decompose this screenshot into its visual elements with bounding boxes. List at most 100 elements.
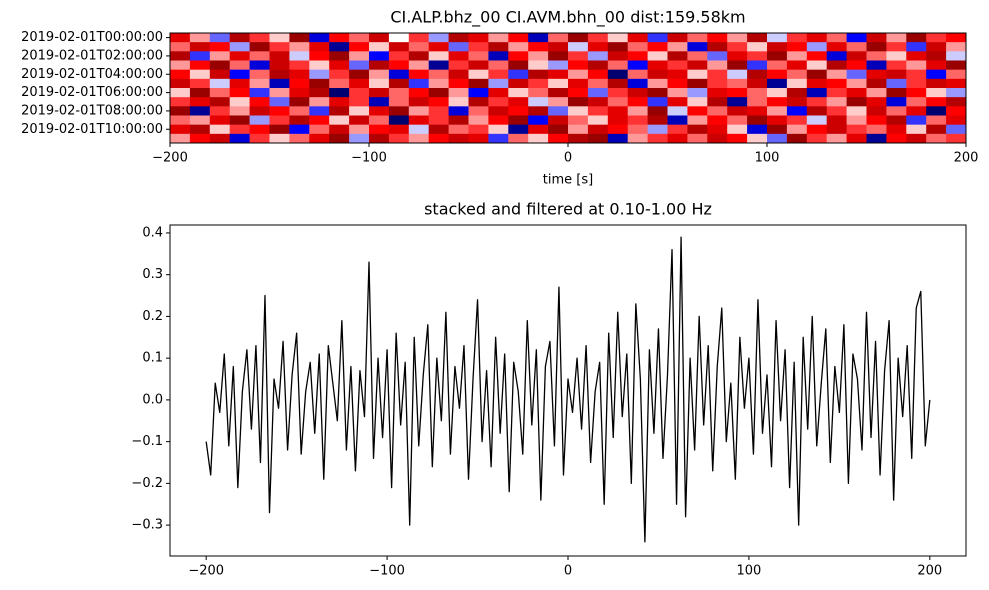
heat-cell — [926, 78, 947, 89]
heat-cell — [866, 88, 887, 98]
heat-cell — [846, 133, 867, 144]
chart-title: stacked and filtered at 0.10-1.00 Hz — [424, 200, 712, 219]
heat-cell — [468, 124, 489, 135]
heat-cell — [946, 60, 967, 71]
heat-cell — [349, 115, 370, 126]
y-tick-label: 2019-02-01T00:00:00 — [21, 30, 163, 45]
heat-cell — [408, 88, 430, 98]
heat-cell — [289, 69, 310, 80]
heat-cell — [209, 78, 231, 89]
heat-cell — [707, 115, 728, 126]
heat-cell — [826, 97, 847, 107]
heat-cell — [528, 33, 549, 43]
heat-cell — [707, 124, 728, 135]
y-tick-label: 0.0 — [142, 392, 163, 407]
heat-cell — [786, 69, 808, 80]
heat-cell — [428, 124, 449, 135]
heat-cell — [707, 88, 728, 98]
heat-cell — [687, 124, 708, 135]
heat-cell — [309, 33, 330, 43]
heat-cell — [369, 78, 390, 89]
heat-cell — [229, 133, 250, 144]
heat-cell — [289, 115, 310, 126]
heat-cell — [428, 106, 449, 116]
heat-cell — [269, 97, 290, 107]
heat-cell — [707, 60, 728, 71]
heat-cell — [826, 88, 847, 98]
heat-cell — [806, 115, 828, 126]
heat-cell — [369, 106, 390, 116]
heat-cell — [767, 51, 788, 61]
heat-cell — [647, 69, 668, 80]
heat-cell — [189, 88, 211, 98]
heat-cell — [747, 60, 768, 71]
heat-cell — [906, 115, 927, 126]
heat-cell — [946, 42, 967, 52]
heat-cell — [786, 133, 808, 144]
heat-cell — [747, 124, 768, 135]
heat-cell — [886, 106, 907, 116]
heat-cell — [508, 51, 529, 61]
heat-cell — [388, 115, 410, 126]
heat-cell — [269, 60, 290, 71]
heat-cell — [309, 78, 330, 89]
heat-cell — [667, 51, 688, 61]
heat-cell — [289, 133, 310, 144]
heat-cell — [170, 69, 191, 80]
heat-cell — [707, 78, 728, 89]
heat-cell — [289, 97, 310, 107]
heat-cell — [707, 51, 728, 61]
y-tick-label: 2019-02-01T08:00:00 — [21, 103, 163, 118]
heat-cell — [786, 78, 808, 89]
heat-cell — [667, 106, 688, 116]
heat-cell — [866, 78, 887, 89]
heat-cell — [329, 133, 350, 144]
heat-cell — [329, 106, 350, 116]
heat-cell — [587, 106, 609, 116]
heat-cell — [309, 124, 330, 135]
heat-cell — [806, 124, 828, 135]
heat-cell — [289, 78, 310, 89]
heat-cell — [627, 60, 648, 71]
heat-cell — [568, 78, 589, 89]
heat-cell — [747, 115, 768, 126]
heat-cell — [587, 51, 609, 61]
heat-cell — [946, 133, 967, 144]
heat-cell — [568, 42, 589, 52]
heat-cell — [568, 97, 589, 107]
heat-cell — [289, 106, 310, 116]
heat-cell — [170, 133, 191, 144]
heat-cell — [767, 133, 788, 144]
heat-cell — [667, 42, 688, 52]
line-series — [205, 236, 931, 543]
heat-cell — [269, 88, 290, 98]
heat-cell — [687, 88, 708, 98]
heat-cell — [587, 88, 609, 98]
heat-cell — [946, 78, 967, 89]
heat-cell — [747, 69, 768, 80]
heat-cell — [627, 106, 648, 116]
heat-cell — [448, 106, 469, 116]
heat-cell — [627, 42, 648, 52]
heat-cell — [926, 97, 947, 107]
heat-cell — [687, 51, 708, 61]
heat-cell — [727, 88, 748, 98]
y-tick-label: −0.3 — [131, 518, 163, 533]
heat-cell — [826, 78, 847, 89]
heat-cell — [747, 33, 768, 43]
heat-cell — [647, 78, 668, 89]
heat-cell — [667, 97, 688, 107]
heat-cell — [209, 69, 231, 80]
heat-cell — [329, 124, 350, 135]
heat-cell — [806, 78, 828, 89]
heat-cell — [448, 42, 469, 52]
heat-cell — [667, 124, 688, 135]
heat-cell — [786, 33, 808, 43]
heat-cell — [448, 33, 469, 43]
heat-cell — [806, 97, 828, 107]
heat-cell — [408, 33, 430, 43]
heat-cell — [428, 78, 449, 89]
heat-cell — [866, 42, 887, 52]
heat-cell — [886, 69, 907, 80]
heat-cell — [727, 124, 748, 135]
